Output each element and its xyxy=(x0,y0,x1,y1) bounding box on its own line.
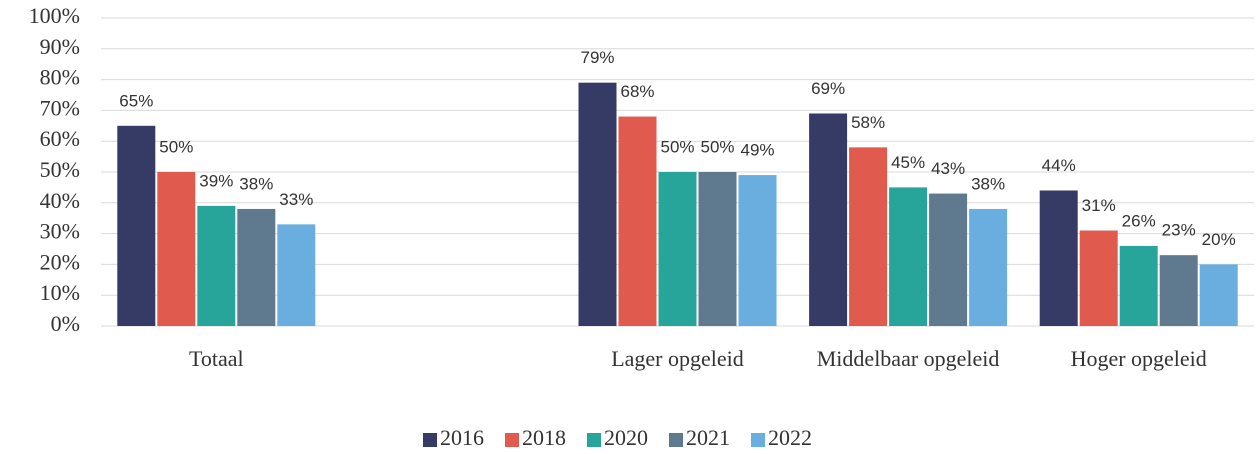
data-label: 65% xyxy=(119,91,153,110)
y-tick-label: 20% xyxy=(40,249,80,274)
legend-label: 2022 xyxy=(768,425,812,450)
bar xyxy=(929,193,968,326)
data-label: 38% xyxy=(971,174,1005,193)
bar xyxy=(738,175,777,326)
data-label: 45% xyxy=(891,153,925,172)
y-tick-label: 70% xyxy=(40,95,80,120)
legend-label: 2018 xyxy=(522,425,566,450)
y-tick-label: 80% xyxy=(40,65,80,90)
y-tick-label: 90% xyxy=(40,34,80,59)
bar xyxy=(197,205,236,326)
data-label: 43% xyxy=(931,159,965,178)
data-label: 50% xyxy=(159,137,193,156)
data-label: 58% xyxy=(851,113,885,132)
x-tick-label: Totaal xyxy=(188,346,244,371)
x-tick-label: Lager opgeleid xyxy=(611,346,744,371)
legend-swatch xyxy=(669,433,683,447)
bar xyxy=(889,187,928,326)
bar xyxy=(237,208,276,326)
legend-swatch xyxy=(423,433,437,447)
bar xyxy=(578,82,617,327)
bar xyxy=(157,172,196,326)
bar xyxy=(277,224,316,326)
data-label: 50% xyxy=(700,137,734,156)
y-tick-label: 50% xyxy=(40,157,80,182)
data-label: 79% xyxy=(580,48,614,67)
legend-swatch xyxy=(751,433,765,447)
y-tick-label: 60% xyxy=(40,126,80,151)
data-label: 50% xyxy=(660,137,694,156)
data-label: 23% xyxy=(1162,221,1196,240)
legend-swatch xyxy=(505,433,519,447)
bar xyxy=(658,172,697,326)
legend-label: 2016 xyxy=(440,425,484,450)
data-label: 49% xyxy=(740,141,774,160)
x-tick-label: Middelbaar opgeleid xyxy=(816,346,1000,371)
legend-label: 2021 xyxy=(686,425,730,450)
data-label: 44% xyxy=(1042,156,1076,175)
legend-label: 2020 xyxy=(604,425,648,450)
y-tick-label: 40% xyxy=(40,188,80,213)
bar xyxy=(809,113,848,326)
data-label: 33% xyxy=(279,190,313,209)
y-tick-label: 0% xyxy=(51,311,80,336)
y-tick-label: 10% xyxy=(40,280,80,305)
data-label: 26% xyxy=(1122,211,1156,230)
bar xyxy=(969,208,1008,326)
bar xyxy=(698,172,737,326)
data-label: 68% xyxy=(620,82,654,101)
bar xyxy=(849,147,888,326)
bar xyxy=(1159,255,1198,326)
y-tick-label: 100% xyxy=(29,3,80,28)
x-tick-label: Hoger opgeleid xyxy=(1070,346,1207,371)
bar xyxy=(618,116,657,326)
legend-swatch xyxy=(587,433,601,447)
data-label: 31% xyxy=(1082,196,1116,215)
bar xyxy=(1119,245,1158,326)
bar xyxy=(1199,264,1238,326)
data-label: 38% xyxy=(239,174,273,193)
data-label: 20% xyxy=(1202,230,1236,249)
data-label: 39% xyxy=(199,171,233,190)
bar xyxy=(117,125,156,326)
data-label: 69% xyxy=(811,79,845,98)
bar xyxy=(1039,190,1078,326)
bar xyxy=(1079,230,1118,326)
y-tick-label: 30% xyxy=(40,219,80,244)
